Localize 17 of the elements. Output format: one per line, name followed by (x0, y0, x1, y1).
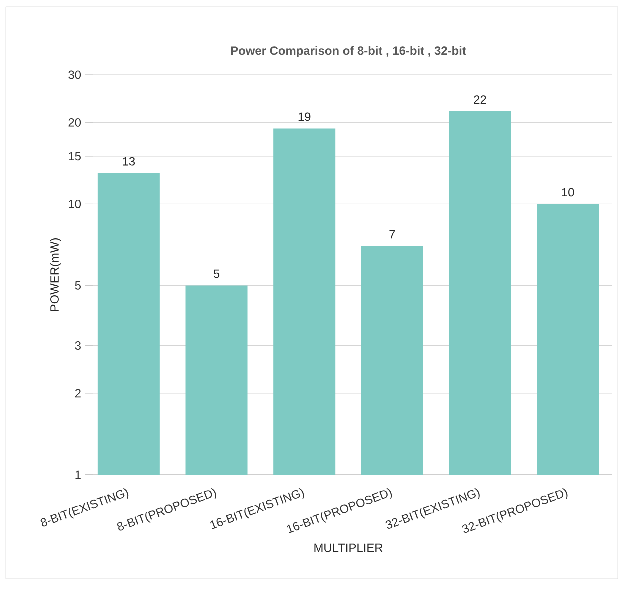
y-tick-label: 10 (69, 200, 82, 208)
x-axis-title: MULTIPLIER (314, 544, 383, 552)
y-tick-label: 20 (68, 118, 82, 127)
y-tick-label: 1 (76, 470, 81, 480)
chart-title: Power Comparison of 8-bit , 16-bit , 32-bit (231, 46, 466, 58)
data-label: 22 (474, 96, 486, 104)
data-label: 10 (562, 188, 574, 197)
y-tick-label: 15 (69, 152, 81, 161)
y-tick-label: 2 (75, 389, 81, 398)
data-label: 7 (390, 230, 396, 239)
y-tick-label: 5 (75, 282, 81, 290)
data-label: 5 (214, 270, 220, 278)
y-tick-label: 30 (68, 70, 82, 80)
data-label: 19 (298, 112, 311, 122)
data-label: 13 (123, 157, 136, 166)
y-tick-label: 3 (75, 342, 81, 350)
y-axis-title: POWER(mW) (50, 238, 62, 312)
